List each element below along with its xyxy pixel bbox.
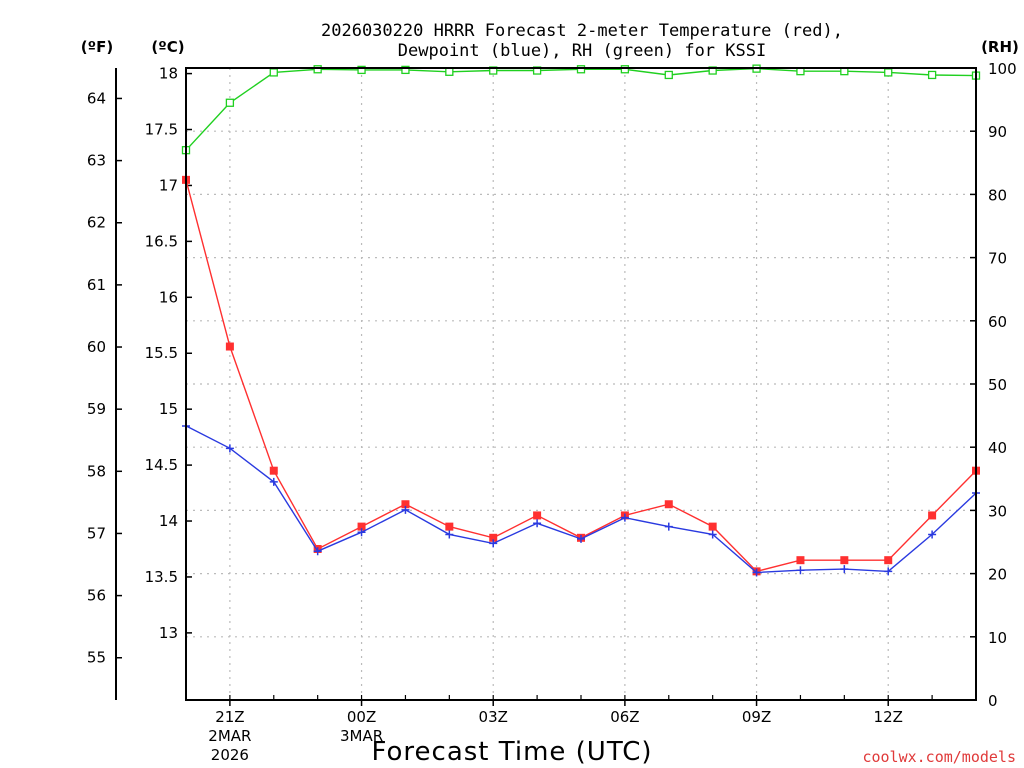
fahrenheit-tick-label: 63: [87, 152, 106, 170]
celsius-tick-label: 17: [159, 176, 178, 194]
dewpoint-data-point: [620, 513, 629, 522]
rh-data-point: [576, 65, 586, 74]
x-tick-label: 00Z: [347, 708, 376, 726]
celsius-tick-label: 13.5: [145, 568, 178, 586]
rh-axis: 0 10 20 30 40 50 60 70 80 90 100: [970, 60, 1017, 710]
rh-tick-label: 70: [988, 250, 1007, 268]
celsius-tick-label: 18: [159, 65, 178, 83]
plot-frame: [185, 67, 977, 701]
fahrenheit-unit-label: (ºF): [81, 38, 113, 56]
celsius-tick-label: 14.5: [145, 456, 178, 474]
dewpoint-data-point: [445, 530, 454, 539]
dewpoint-series-line: [185, 425, 977, 574]
rh-data-point: [927, 70, 937, 80]
chart-title-line2: Dewpoint (blue), RH (green) for KSSI: [398, 41, 766, 61]
temperature-data-point: [884, 556, 893, 565]
temperature-data-point: [489, 533, 498, 542]
fahrenheit-tick-label: 55: [87, 649, 106, 667]
temperature-data-point: [708, 522, 717, 531]
dewpoint-data-point: [225, 444, 234, 453]
dewpoint-data-point: [752, 568, 761, 577]
temperature-data-point: [401, 500, 410, 509]
x-tick-date-label: 2MAR: [208, 727, 251, 745]
x-tick-label: 06Z: [610, 708, 639, 726]
temperature-data-point: [796, 556, 805, 565]
celsius-tick-label: 17.5: [145, 121, 178, 139]
chart-title-line1: 2026030220 HRRR Forecast 2-meter Tempera…: [321, 21, 843, 41]
credit-text: coolwx.com/models: [862, 748, 1016, 766]
celsius-tick-label: 16.5: [145, 232, 178, 250]
x-tick-label: 09Z: [742, 708, 771, 726]
celsius-tick-label: 16: [159, 288, 178, 306]
fahrenheit-tick-label: 58: [87, 462, 106, 480]
dewpoint-data-point: [489, 539, 498, 548]
dewpoint-data-point: [533, 519, 542, 528]
dewpoint-data-point: [313, 547, 322, 556]
rh-tick-label: 30: [988, 502, 1007, 520]
dewpoint-data-point: [664, 522, 673, 531]
x-tick-label: 03Z: [479, 708, 508, 726]
dewpoint-data-point: [357, 528, 366, 537]
rh-data-point: [664, 70, 673, 80]
fahrenheit-tick-label: 57: [87, 524, 106, 542]
temperature-data-point: [357, 522, 366, 531]
celsius-tick-label: 14: [159, 512, 178, 530]
celsius-unit-label: (ºC): [151, 38, 184, 56]
rh-tick-label: 90: [988, 123, 1007, 141]
fahrenheit-tick-label: 59: [87, 400, 106, 418]
grid-lines: [186, 68, 976, 700]
rh-tick-label: 40: [988, 439, 1007, 457]
rh-tick-label: 10: [988, 629, 1007, 647]
fahrenheit-tick-label: 56: [87, 587, 106, 605]
rh-data-point: [620, 65, 630, 74]
temperature-data-point: [664, 500, 673, 509]
temperature-series-line: [185, 179, 977, 573]
celsius-tick-label: 15.5: [145, 344, 178, 362]
temperature-data-point: [445, 522, 454, 531]
rh-series-line: [185, 67, 977, 151]
rh-data-point: [445, 67, 454, 76]
rh-tick-label: 20: [988, 566, 1007, 584]
rh-data-point: [225, 98, 235, 107]
rh-data-point: [269, 68, 278, 77]
dewpoint-data-point: [840, 565, 849, 574]
temperature-data-point: [928, 511, 937, 520]
rh-data-point: [401, 65, 410, 75]
celsius-tick-label: 13: [159, 624, 178, 642]
rh-tick-label: 50: [988, 376, 1007, 394]
rh-tick-label: 0: [988, 692, 998, 710]
temperature-data-point: [840, 556, 849, 565]
temperature-data-point: [533, 511, 542, 520]
dewpoint-data-point: [884, 567, 893, 576]
rh-unit-label: (RH): [981, 38, 1019, 56]
x-tick-label: 12Z: [874, 708, 903, 726]
rh-tick-label: 100: [988, 60, 1017, 78]
rh-tick-label: 60: [988, 313, 1007, 331]
rh-tick-label: 80: [988, 186, 1007, 204]
dewpoint-data-point: [269, 477, 278, 486]
celsius-tick-label: 15: [159, 400, 178, 418]
rh-data-point: [884, 68, 893, 77]
x-tick-label: 21Z: [215, 708, 244, 726]
rh-data-point: [357, 65, 366, 75]
temperature-data-point: [225, 342, 234, 351]
temperature-data-point: [269, 466, 278, 475]
dewpoint-data-point: [708, 530, 717, 539]
fahrenheit-tick-label: 62: [87, 214, 106, 232]
x-axis-title: Forecast Time (UTC): [371, 737, 652, 767]
dewpoint-data-point: [928, 530, 937, 539]
rh-data-point: [313, 65, 322, 74]
fahrenheit-axis: 55 56 57 58 59 60 61 62 63 64: [87, 68, 122, 700]
fahrenheit-tick-label: 64: [87, 89, 106, 107]
dewpoint-data-point: [401, 505, 410, 514]
fahrenheit-tick-label: 60: [87, 338, 106, 356]
dewpoint-data-point: [796, 566, 805, 575]
dewpoint-data-point: [577, 534, 585, 543]
x-tick-year-label: 2026: [211, 746, 249, 764]
series-layer: [181, 64, 981, 577]
x-tick-date-label: 3MAR: [340, 727, 383, 745]
fahrenheit-tick-label: 61: [87, 276, 106, 294]
